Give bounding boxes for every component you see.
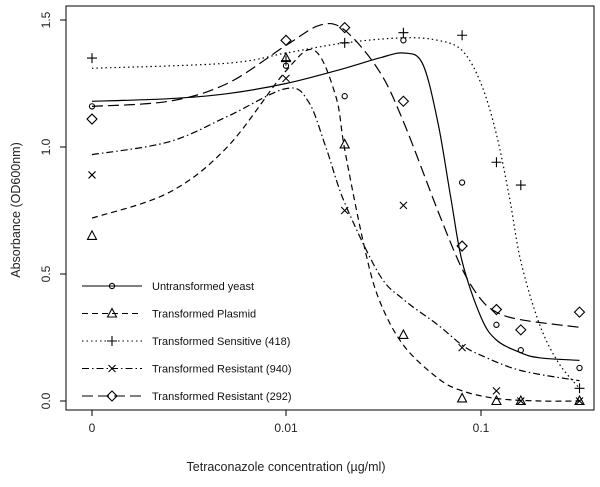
x-tick-label: 0.01 — [274, 421, 298, 435]
data-point-cross — [399, 201, 408, 210]
data-point-circle — [576, 364, 583, 372]
data-point-plus — [398, 27, 409, 38]
data-point-circle — [341, 93, 348, 100]
x-axis: 0 0.01 0.1 — [89, 410, 490, 435]
data-point-diamond — [86, 113, 98, 125]
data-point-circle — [458, 179, 466, 186]
legend-marker-cross — [108, 364, 116, 373]
legend-marker-triangle — [106, 307, 118, 318]
y-axis: 0.0 0.5 1.0 1.5 — [39, 11, 66, 409]
data-point-triangle — [515, 394, 527, 406]
data-point-diamond — [397, 95, 410, 108]
data-point-cross — [458, 343, 466, 352]
x-axis-label: Tetraconazole concentration (µg/ml) — [187, 460, 386, 474]
fit-curves — [91, 22, 580, 402]
data-point-triangle — [491, 394, 502, 406]
legend-item: Transformed Sensitive (418) — [82, 336, 290, 348]
data-point-diamond — [338, 21, 351, 34]
data-point-diamond — [280, 34, 292, 47]
data-point-cross — [575, 397, 584, 405]
y-tick-label: 1.5 — [39, 11, 53, 28]
fit-curve-3 — [91, 37, 580, 389]
data-point-diamond — [490, 303, 503, 316]
data-point-circle — [517, 347, 524, 354]
data-point-cross — [282, 74, 290, 83]
x-tick-label: 0.1 — [473, 421, 490, 435]
data-point-circle — [400, 37, 407, 44]
fit-curve-2 — [91, 48, 580, 402]
legend-label: Transformed Resistant (940) — [152, 364, 292, 376]
data-point-triangle — [397, 328, 409, 340]
y-tick-label: 1.0 — [39, 138, 53, 155]
legend-item: Transformed Resistant (292) — [82, 390, 292, 403]
data-point-plus — [87, 53, 97, 64]
data-point-plus — [339, 37, 350, 48]
legend-label: Untransformed yeast — [152, 281, 254, 293]
fit-curve-1 — [91, 52, 580, 361]
legend-label: Transformed Plasmid — [152, 309, 256, 321]
data-point-circle — [88, 103, 96, 110]
data-point-triangle — [456, 392, 468, 403]
data-points — [86, 21, 586, 406]
data-point-plus — [457, 30, 468, 41]
data-point-diamond — [515, 324, 527, 336]
data-point-diamond — [456, 240, 468, 252]
data-point-cross — [88, 171, 96, 179]
legend-label: Transformed Sensitive (418) — [152, 336, 290, 348]
data-point-cross — [340, 206, 349, 215]
data-point-plus — [491, 157, 502, 168]
y-tick-label: 0.0 — [39, 392, 53, 409]
legend-marker-diamond — [106, 390, 118, 402]
data-point-circle — [493, 321, 500, 328]
data-point-cross — [516, 397, 525, 405]
legend-item: Transformed Plasmid — [82, 307, 256, 321]
x-tick-label: 0 — [89, 421, 96, 435]
y-tick-label: 0.5 — [39, 265, 53, 282]
data-point-plus — [281, 55, 291, 66]
legend-marker-circle — [108, 282, 116, 290]
legend-item: Untransformed yeast — [82, 281, 254, 293]
plot-frame — [65, 5, 595, 411]
data-point-plus — [574, 383, 585, 394]
legend-marker-plus — [107, 336, 117, 346]
data-point-triangle — [574, 394, 585, 406]
legend-item: Transformed Resistant (940) — [82, 364, 292, 376]
data-point-triangle — [339, 138, 351, 149]
fit-curve-4 — [91, 87, 580, 382]
data-point-diamond — [573, 306, 586, 318]
data-point-triangle — [86, 229, 98, 240]
legend: Untransformed yeast Transformed Plasmid Tr… — [82, 281, 292, 403]
data-point-cross — [492, 386, 501, 395]
y-axis-label: Absorbance (OD600nm) — [9, 142, 23, 277]
fit-curve-5 — [91, 22, 580, 328]
legend-label: Transformed Resistant (292) — [152, 391, 292, 403]
data-point-plus — [515, 180, 526, 191]
